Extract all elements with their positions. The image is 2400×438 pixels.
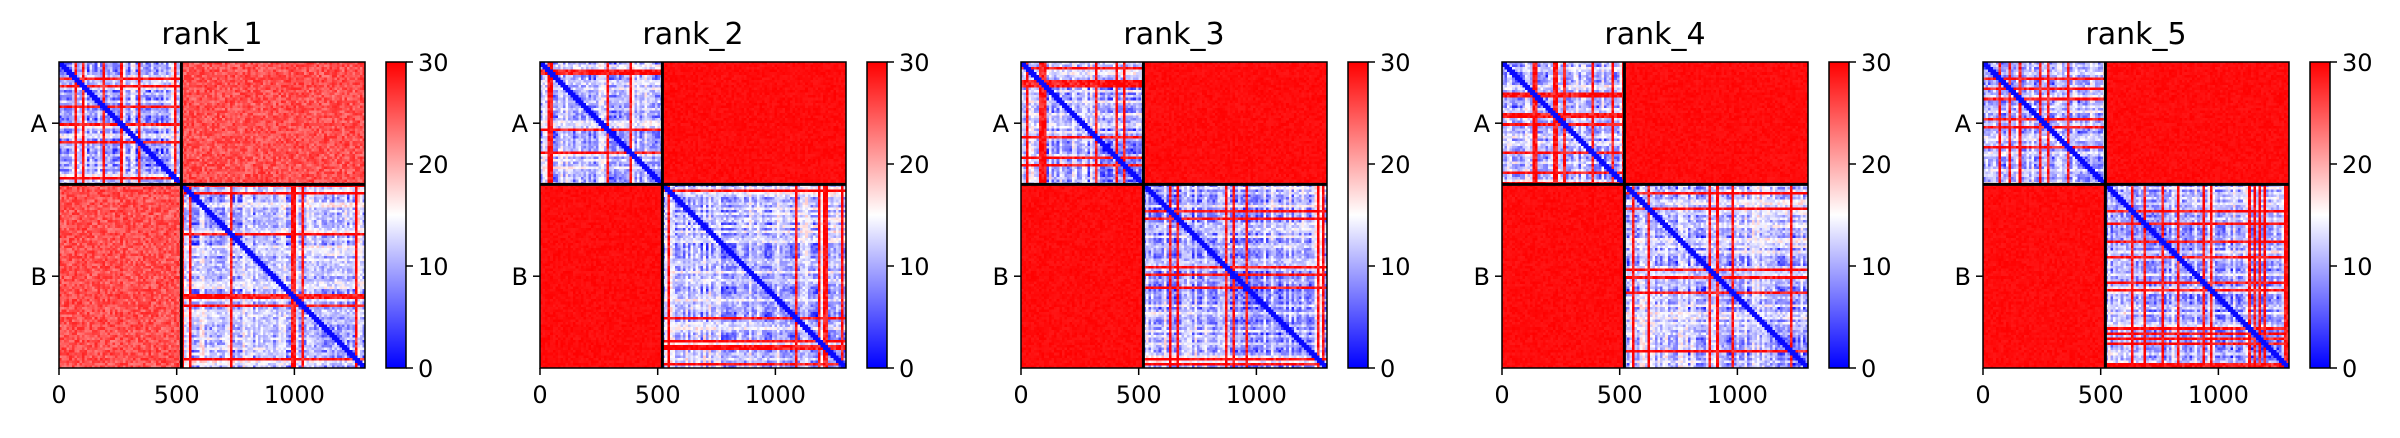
colorbar-tick-label: 0 — [418, 355, 433, 383]
chain-label: B — [512, 263, 528, 291]
panel-rank_5: rank_5 0 500 1000 A B 0 10 20 30 — [1955, 17, 2373, 409]
colorbar-tick-label: 20 — [899, 151, 930, 179]
x-tick-label: 0 — [1013, 381, 1028, 409]
x-tick-label: 1000 — [1707, 381, 1768, 409]
chain-label: A — [993, 110, 1010, 138]
colorbar-tick-label: 0 — [1380, 355, 1395, 383]
colorbar-tick-label: 10 — [418, 253, 449, 281]
x-tick-label: 0 — [532, 381, 547, 409]
colorbar — [2309, 61, 2331, 369]
panel-title: rank_2 — [642, 17, 743, 52]
x-tick-label: 500 — [635, 381, 681, 409]
colorbar-tick-label: 30 — [1861, 49, 1892, 77]
colorbar-tick-label: 0 — [2342, 355, 2357, 383]
x-tick-label: 0 — [1975, 381, 1990, 409]
x-tick-label: 0 — [51, 381, 66, 409]
colorbar — [1347, 61, 1369, 369]
colorbar-tick-label: 30 — [418, 49, 449, 77]
chain-label: A — [1474, 110, 1491, 138]
axes-frame — [1020, 61, 1328, 369]
chain-label: B — [1955, 263, 1971, 291]
colorbar-tick-label: 30 — [2342, 49, 2373, 77]
colorbar-tick-label: 0 — [1861, 355, 1876, 383]
pae-heatmap — [1502, 62, 1808, 368]
colorbar-tick-label: 20 — [418, 151, 449, 179]
chain-label: A — [512, 110, 529, 138]
x-tick-label: 1000 — [745, 381, 806, 409]
colorbar-tick-label: 10 — [1861, 253, 1892, 281]
chain-label: B — [1474, 263, 1490, 291]
pae-heatmap — [1983, 62, 2289, 368]
colorbar-tick-label: 20 — [1861, 151, 1892, 179]
panel-rank_2: rank_2 0 500 1000 A B 0 10 20 30 — [512, 17, 930, 409]
colorbar — [385, 61, 407, 369]
axes-frame — [539, 61, 847, 369]
x-tick-label: 1000 — [2188, 381, 2249, 409]
pae-heatmap — [540, 62, 846, 368]
colorbar-tick-label: 10 — [1380, 253, 1411, 281]
chain-label: B — [993, 263, 1009, 291]
pae-heatmap — [1021, 62, 1327, 368]
chain-label: A — [31, 110, 48, 138]
pae-heatmap — [59, 62, 365, 368]
x-tick-label: 500 — [2078, 381, 2124, 409]
x-tick-label: 500 — [154, 381, 200, 409]
colorbar-tick-label: 20 — [2342, 151, 2373, 179]
panel-title: rank_1 — [161, 17, 262, 52]
chain-label: A — [1955, 110, 1972, 138]
panel-rank_4: rank_4 0 500 1000 A B 0 10 20 30 — [1474, 17, 1892, 409]
colorbar — [866, 61, 888, 369]
x-tick-label: 0 — [1494, 381, 1509, 409]
panel-rank_3: rank_3 0 500 1000 A B 0 10 20 30 — [993, 17, 1411, 409]
axes-frame — [1501, 61, 1809, 369]
panel-title: rank_5 — [2085, 17, 2186, 52]
panel-title: rank_3 — [1123, 17, 1224, 52]
x-tick-label: 1000 — [264, 381, 325, 409]
chain-label: B — [31, 263, 47, 291]
x-tick-label: 500 — [1597, 381, 1643, 409]
axes-frame — [1982, 61, 2290, 369]
x-tick-label: 500 — [1116, 381, 1162, 409]
colorbar-tick-label: 30 — [899, 49, 930, 77]
colorbar-tick-label: 10 — [2342, 253, 2373, 281]
x-tick-label: 1000 — [1226, 381, 1287, 409]
colorbar-tick-label: 0 — [899, 355, 914, 383]
colorbar-tick-label: 20 — [1380, 151, 1411, 179]
axes-frame — [58, 61, 366, 369]
colorbar-tick-label: 30 — [1380, 49, 1411, 77]
colorbar-tick-label: 10 — [899, 253, 930, 281]
panel-rank_1: rank_1 0 500 1000 A B 0 10 20 30 — [31, 17, 449, 409]
panel-title: rank_4 — [1604, 17, 1705, 52]
colorbar — [1828, 61, 1850, 369]
